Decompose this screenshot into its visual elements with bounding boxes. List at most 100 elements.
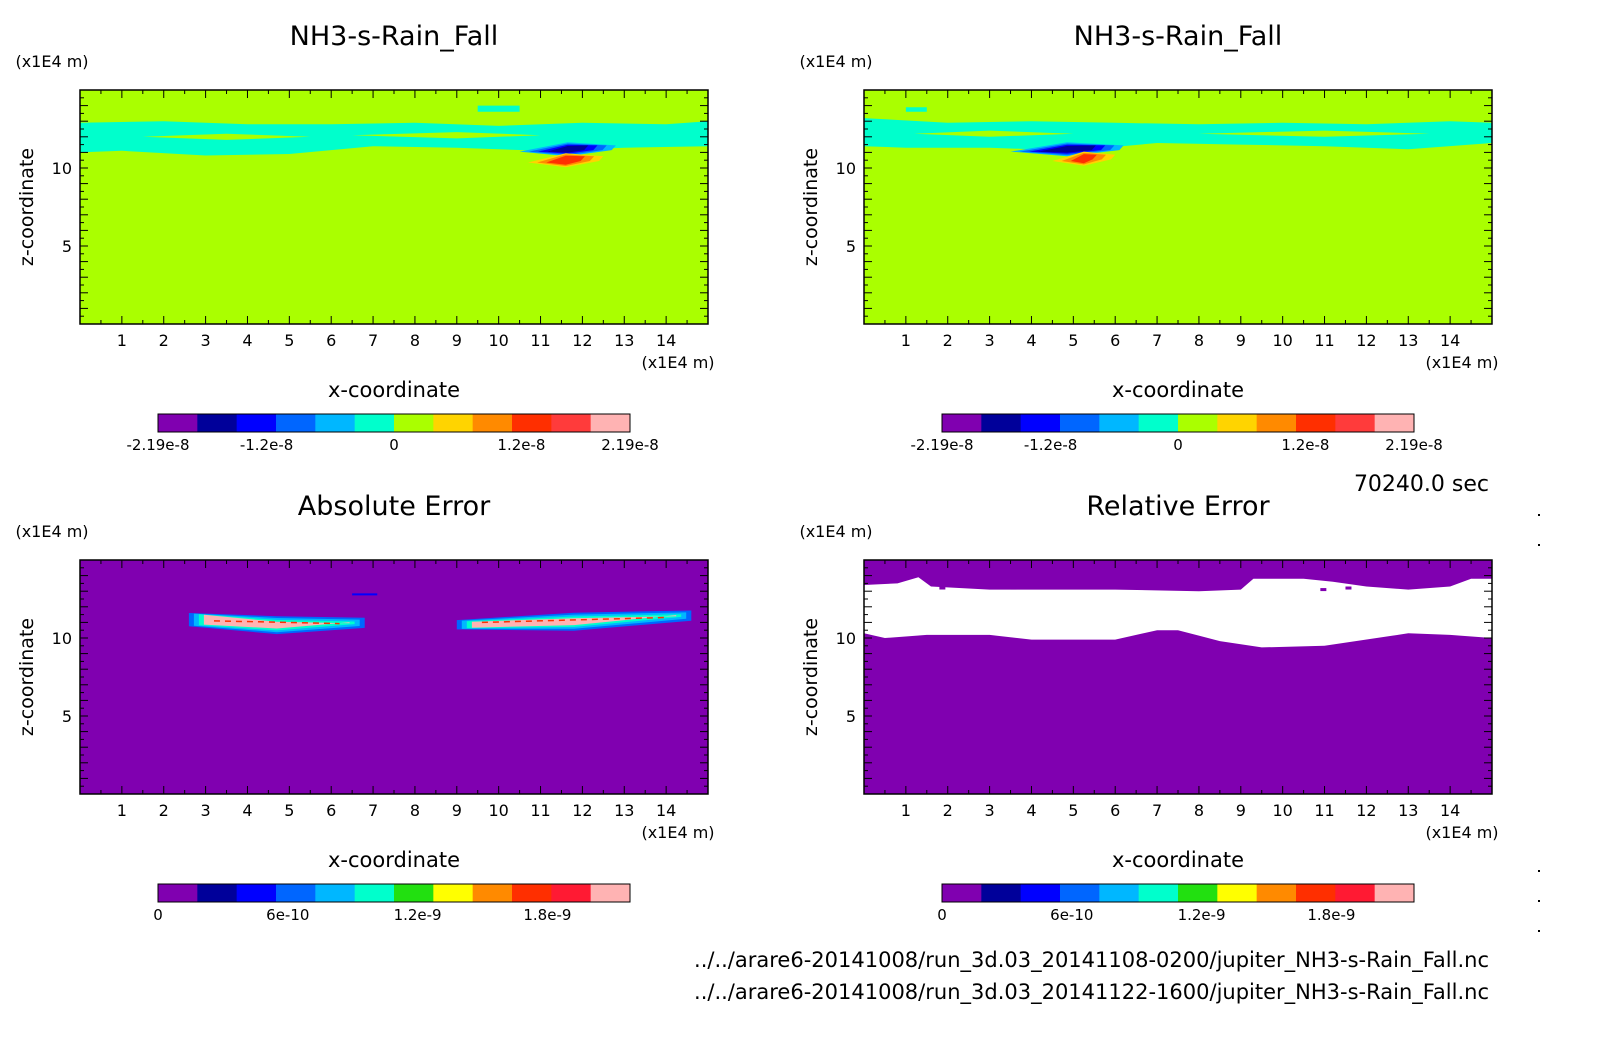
colorbar-swatch bbox=[236, 414, 277, 432]
colorbar-swatch bbox=[1335, 414, 1376, 432]
colorbar-swatch bbox=[394, 884, 434, 902]
error-streak bbox=[481, 616, 667, 624]
x-unit-label: (x1E4 m) bbox=[641, 823, 714, 842]
positive-feature bbox=[1070, 154, 1097, 164]
y-tick-label: 5 bbox=[62, 707, 72, 726]
x-tick-label: 13 bbox=[1398, 801, 1418, 820]
colorbar-swatch bbox=[1256, 414, 1297, 432]
x-tick-label: 14 bbox=[656, 331, 676, 350]
x-tick-label: 3 bbox=[985, 801, 995, 820]
colorbar-tick-label: 6e-10 bbox=[1050, 906, 1093, 924]
file-path-2: ../../arare6-20141008/run_3d.03_20141122… bbox=[694, 980, 1489, 1004]
colorbar-swatch bbox=[433, 884, 474, 902]
y-tick-label: 10 bbox=[52, 159, 72, 178]
margin-dot bbox=[1538, 930, 1540, 932]
colorbar-frame bbox=[941, 883, 1415, 903]
saturated-band bbox=[864, 577, 1492, 648]
x-tick-label: 1 bbox=[117, 331, 127, 350]
colorbar-swatch bbox=[1374, 884, 1415, 902]
x-tick-label: 2 bbox=[943, 801, 953, 820]
colorbar-swatch bbox=[197, 414, 238, 432]
time-label: 70240.0 sec bbox=[1353, 472, 1489, 497]
x-tick-label: 13 bbox=[1398, 331, 1418, 350]
positive-feature bbox=[546, 155, 585, 165]
x-axis-label: x-coordinate bbox=[1112, 378, 1244, 402]
x-tick-label: 10 bbox=[1272, 331, 1292, 350]
colorbar-swatch bbox=[942, 884, 982, 902]
x-tick-label: 6 bbox=[1110, 331, 1120, 350]
band-speck bbox=[939, 586, 946, 590]
x-tick-label: 12 bbox=[572, 331, 592, 350]
x-tick-label: 3 bbox=[985, 331, 995, 350]
x-tick-label: 9 bbox=[1236, 331, 1246, 350]
colorbar-tick-label: 0 bbox=[153, 906, 163, 924]
y-tick-label: 5 bbox=[846, 237, 856, 256]
file-path-1: ../../arare6-20141008/run_3d.03_20141108… bbox=[694, 948, 1489, 972]
colorbar-tick-label: 2.19e-8 bbox=[601, 436, 659, 454]
x-tick-label: 10 bbox=[488, 331, 508, 350]
x-tick-label: 8 bbox=[410, 801, 420, 820]
y-tick-label: 10 bbox=[52, 629, 72, 648]
colorbar-swatch bbox=[197, 884, 238, 902]
colorbar-tick-label: -1.2e-8 bbox=[240, 436, 293, 454]
margin-dot bbox=[1538, 544, 1540, 546]
x-tick-label: 9 bbox=[452, 801, 462, 820]
y-unit-label: (x1E4 m) bbox=[799, 52, 872, 71]
y-tick-label: 10 bbox=[836, 629, 856, 648]
colorbar-swatch bbox=[551, 884, 592, 902]
colorbar-swatch bbox=[1374, 414, 1415, 432]
y-tick-label: 10 bbox=[836, 159, 856, 178]
x-tick-label: 13 bbox=[614, 801, 634, 820]
colorbar-tick-label: -1.2e-8 bbox=[1024, 436, 1077, 454]
x-axis-label: x-coordinate bbox=[328, 378, 460, 402]
x-tick-label: 9 bbox=[452, 331, 462, 350]
colorbar-swatch bbox=[472, 414, 513, 432]
x-tick-label: 4 bbox=[242, 331, 252, 350]
band-speck bbox=[1010, 586, 1017, 590]
cloud-patch bbox=[905, 107, 927, 112]
colorbar-swatch bbox=[1099, 884, 1140, 902]
colorbar-tick-label: -2.19e-8 bbox=[127, 436, 190, 454]
colorbar-tick-label: 0 bbox=[389, 436, 399, 454]
colorbar-tick-label: 1.8e-9 bbox=[523, 906, 571, 924]
x-tick-label: 7 bbox=[1152, 331, 1162, 350]
y-unit-label: (x1E4 m) bbox=[15, 522, 88, 541]
colorbar-tick-label: 1.2e-8 bbox=[497, 436, 545, 454]
x-tick-label: 11 bbox=[1314, 331, 1334, 350]
colorbar-swatch bbox=[551, 414, 592, 432]
colorbar-tick-label: -2.19e-8 bbox=[911, 436, 974, 454]
colorbar-swatch bbox=[1138, 414, 1179, 432]
colorbar-swatch bbox=[1060, 414, 1100, 432]
x-tick-label: 2 bbox=[159, 801, 169, 820]
x-tick-label: 7 bbox=[368, 331, 378, 350]
x-tick-label: 5 bbox=[1068, 331, 1078, 350]
colorbar-swatch bbox=[1178, 884, 1218, 902]
colorbar-swatch bbox=[512, 414, 552, 432]
y-axis-label: z-coordinate bbox=[800, 148, 822, 266]
x-tick-label: 10 bbox=[1272, 801, 1292, 820]
colorbar-swatch bbox=[1296, 884, 1336, 902]
colorbar-frame bbox=[157, 413, 631, 433]
x-tick-label: 4 bbox=[1026, 331, 1036, 350]
x-tick-label: 12 bbox=[1356, 801, 1376, 820]
x-tick-label: 4 bbox=[1026, 801, 1036, 820]
x-tick-label: 11 bbox=[530, 331, 550, 350]
x-tick-label: 5 bbox=[1068, 801, 1078, 820]
error-blob bbox=[203, 614, 350, 629]
colorbar-tick-label: 1.2e-9 bbox=[1178, 906, 1226, 924]
colorbar-swatch bbox=[1178, 414, 1218, 432]
chart-title: NH3-s-Rain_Fall bbox=[1074, 21, 1283, 52]
chart-title: NH3-s-Rain_Fall bbox=[290, 21, 499, 52]
x-tick-label: 9 bbox=[1236, 801, 1246, 820]
y-axis-label: z-coordinate bbox=[16, 618, 38, 736]
band-gap bbox=[1198, 130, 1430, 137]
colorbar-swatch bbox=[1217, 884, 1258, 902]
band-speck bbox=[1345, 586, 1352, 590]
colorbar-tick-label: 1.8e-9 bbox=[1307, 906, 1355, 924]
y-axis-label: z-coordinate bbox=[800, 618, 822, 736]
x-tick-label: 12 bbox=[1356, 331, 1376, 350]
x-tick-label: 3 bbox=[201, 331, 211, 350]
negative-feature bbox=[547, 145, 589, 153]
colorbar-tick-label: 1.2e-9 bbox=[394, 906, 442, 924]
